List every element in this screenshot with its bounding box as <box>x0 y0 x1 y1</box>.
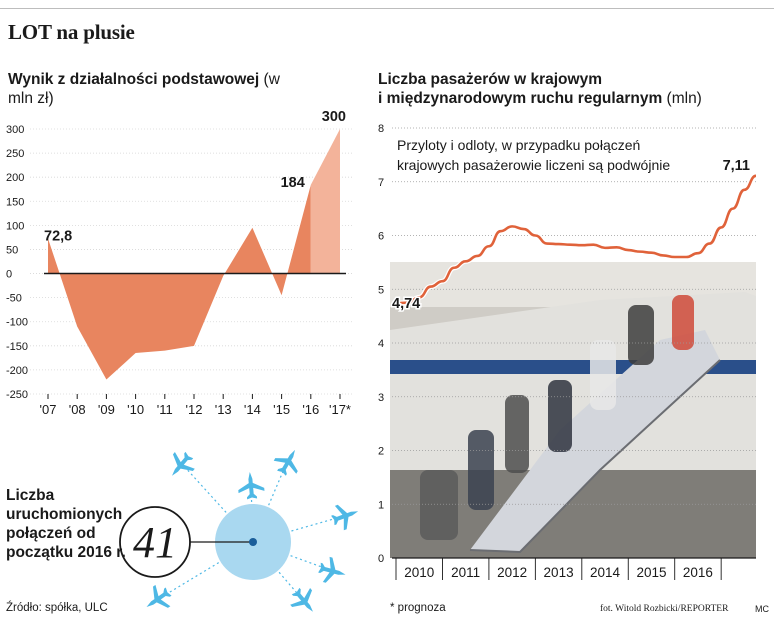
x-tick-label: 2014 <box>590 565 621 580</box>
y-tick-label: 6 <box>378 231 384 243</box>
fuselage <box>390 292 756 470</box>
left-chart-title: Wynik z działalności podstawowej (w mln … <box>8 70 308 108</box>
plane-icon <box>172 451 195 476</box>
plane-icon <box>290 587 313 612</box>
x-tick-label: '08 <box>69 402 86 417</box>
connections-label: Liczba uruchomionych połączeń od początk… <box>6 487 126 561</box>
y-tick-label: 0 <box>6 269 12 281</box>
passenger-figure <box>548 380 572 452</box>
plane-icon <box>146 584 172 608</box>
y-tick-label: -250 <box>6 389 28 401</box>
data-label: 7,11 <box>723 158 750 174</box>
planes <box>146 449 359 612</box>
left-chart-title-main: Wynik z działalności podstawowej <box>8 71 260 88</box>
x-tick-label: 2010 <box>404 565 434 580</box>
y-tick-label: 5 <box>378 284 384 296</box>
y-tick-label: 4 <box>378 338 384 350</box>
data-label: 300 <box>322 109 346 125</box>
area-actual <box>48 184 311 380</box>
x-tick-label: '11 <box>157 402 173 417</box>
y-tick-label: 1 <box>378 499 384 511</box>
photo-credit: fot. Witold Rozbicki/REPORTER <box>600 604 729 614</box>
x-tick-label: '16 <box>302 402 319 417</box>
y-tick-label: 300 <box>6 124 24 136</box>
right-chart-title-unit: (mln) <box>666 90 702 107</box>
y-tick-label: 2 <box>378 446 384 458</box>
right-chart-title-line1: Liczba pasażerów w krajowym <box>378 71 602 88</box>
source-note: Źródło: spółka, ULC <box>6 602 108 614</box>
passenger-figure <box>505 395 529 473</box>
x-tick-label: '17* <box>329 402 351 417</box>
airstairs-rail <box>469 359 721 554</box>
y-tick-label: 100 <box>6 220 24 232</box>
passenger-figure <box>672 295 694 350</box>
x-tick-label: 2015 <box>636 565 666 580</box>
x-tick-label: '14 <box>244 402 261 417</box>
y-tick-label: 250 <box>6 148 24 160</box>
y-tick-label: -200 <box>6 365 28 377</box>
y-tick-label: 7 <box>378 177 384 189</box>
route-line <box>252 541 331 571</box>
x-tick-label: 2011 <box>451 565 480 580</box>
forecast-footnote: * prognoza <box>390 602 446 614</box>
annotation-line1: Przyloty i odloty, w przypadku połączeń <box>397 137 640 153</box>
route-line <box>159 541 254 599</box>
y-tick-label: -150 <box>6 341 28 353</box>
y-tick-label: 200 <box>6 172 24 184</box>
annotation-line2: krajowych pasażerowie liczeni są podwójn… <box>397 157 670 173</box>
x-tick-label: '15 <box>273 402 290 417</box>
x-tick-label: '09 <box>98 402 115 417</box>
right-chart-title: Liczba pasażerów w krajowym i międzynarod… <box>378 70 768 108</box>
connections-count: 41 <box>133 518 177 567</box>
x-axis-band <box>396 558 756 584</box>
y-tick-label: 0 <box>378 553 384 565</box>
x-tick-label: 2016 <box>683 565 713 580</box>
top-rule <box>0 8 774 9</box>
x-tick-label: '13 <box>215 402 232 417</box>
y-tick-label: 150 <box>6 196 24 208</box>
count-circle <box>119 506 191 578</box>
area-forecast <box>310 129 340 274</box>
x-tick-label: 2013 <box>544 565 574 580</box>
passenger-figure <box>420 470 458 540</box>
plane-icon <box>273 449 298 476</box>
right-chart-title-line2: i międzynarodowym ruchu regularnym <box>378 90 663 107</box>
y-tick-label: 8 <box>378 123 384 135</box>
hub-dot <box>249 538 257 546</box>
plane-icon <box>318 556 346 583</box>
plane-icon <box>331 504 359 531</box>
data-label: 4,74 <box>392 296 420 312</box>
x-tick-label: '10 <box>127 402 144 417</box>
passenger-figure <box>468 430 494 510</box>
x-tick-label: '12 <box>186 402 203 417</box>
y-tick-label: -100 <box>6 317 28 329</box>
x-tick-label: 2012 <box>497 565 527 580</box>
page-title: LOT na plusie <box>8 20 135 44</box>
passenger-figure <box>590 340 616 410</box>
airstairs <box>470 330 720 552</box>
y-tick-label: 50 <box>6 244 18 256</box>
x-tick-label: '07 <box>40 402 57 417</box>
y-tick-label: 3 <box>378 392 384 404</box>
passenger-figure <box>628 305 654 365</box>
left-chart-title-unit: (w mln zł) <box>8 71 280 107</box>
route-line <box>182 464 254 543</box>
author-initials: MC <box>755 604 769 614</box>
data-label: 72,8 <box>44 228 72 244</box>
plane-icon <box>238 472 265 500</box>
series-line <box>395 174 757 305</box>
data-label: 184 <box>281 175 305 191</box>
y-tick-label: -50 <box>6 293 22 305</box>
